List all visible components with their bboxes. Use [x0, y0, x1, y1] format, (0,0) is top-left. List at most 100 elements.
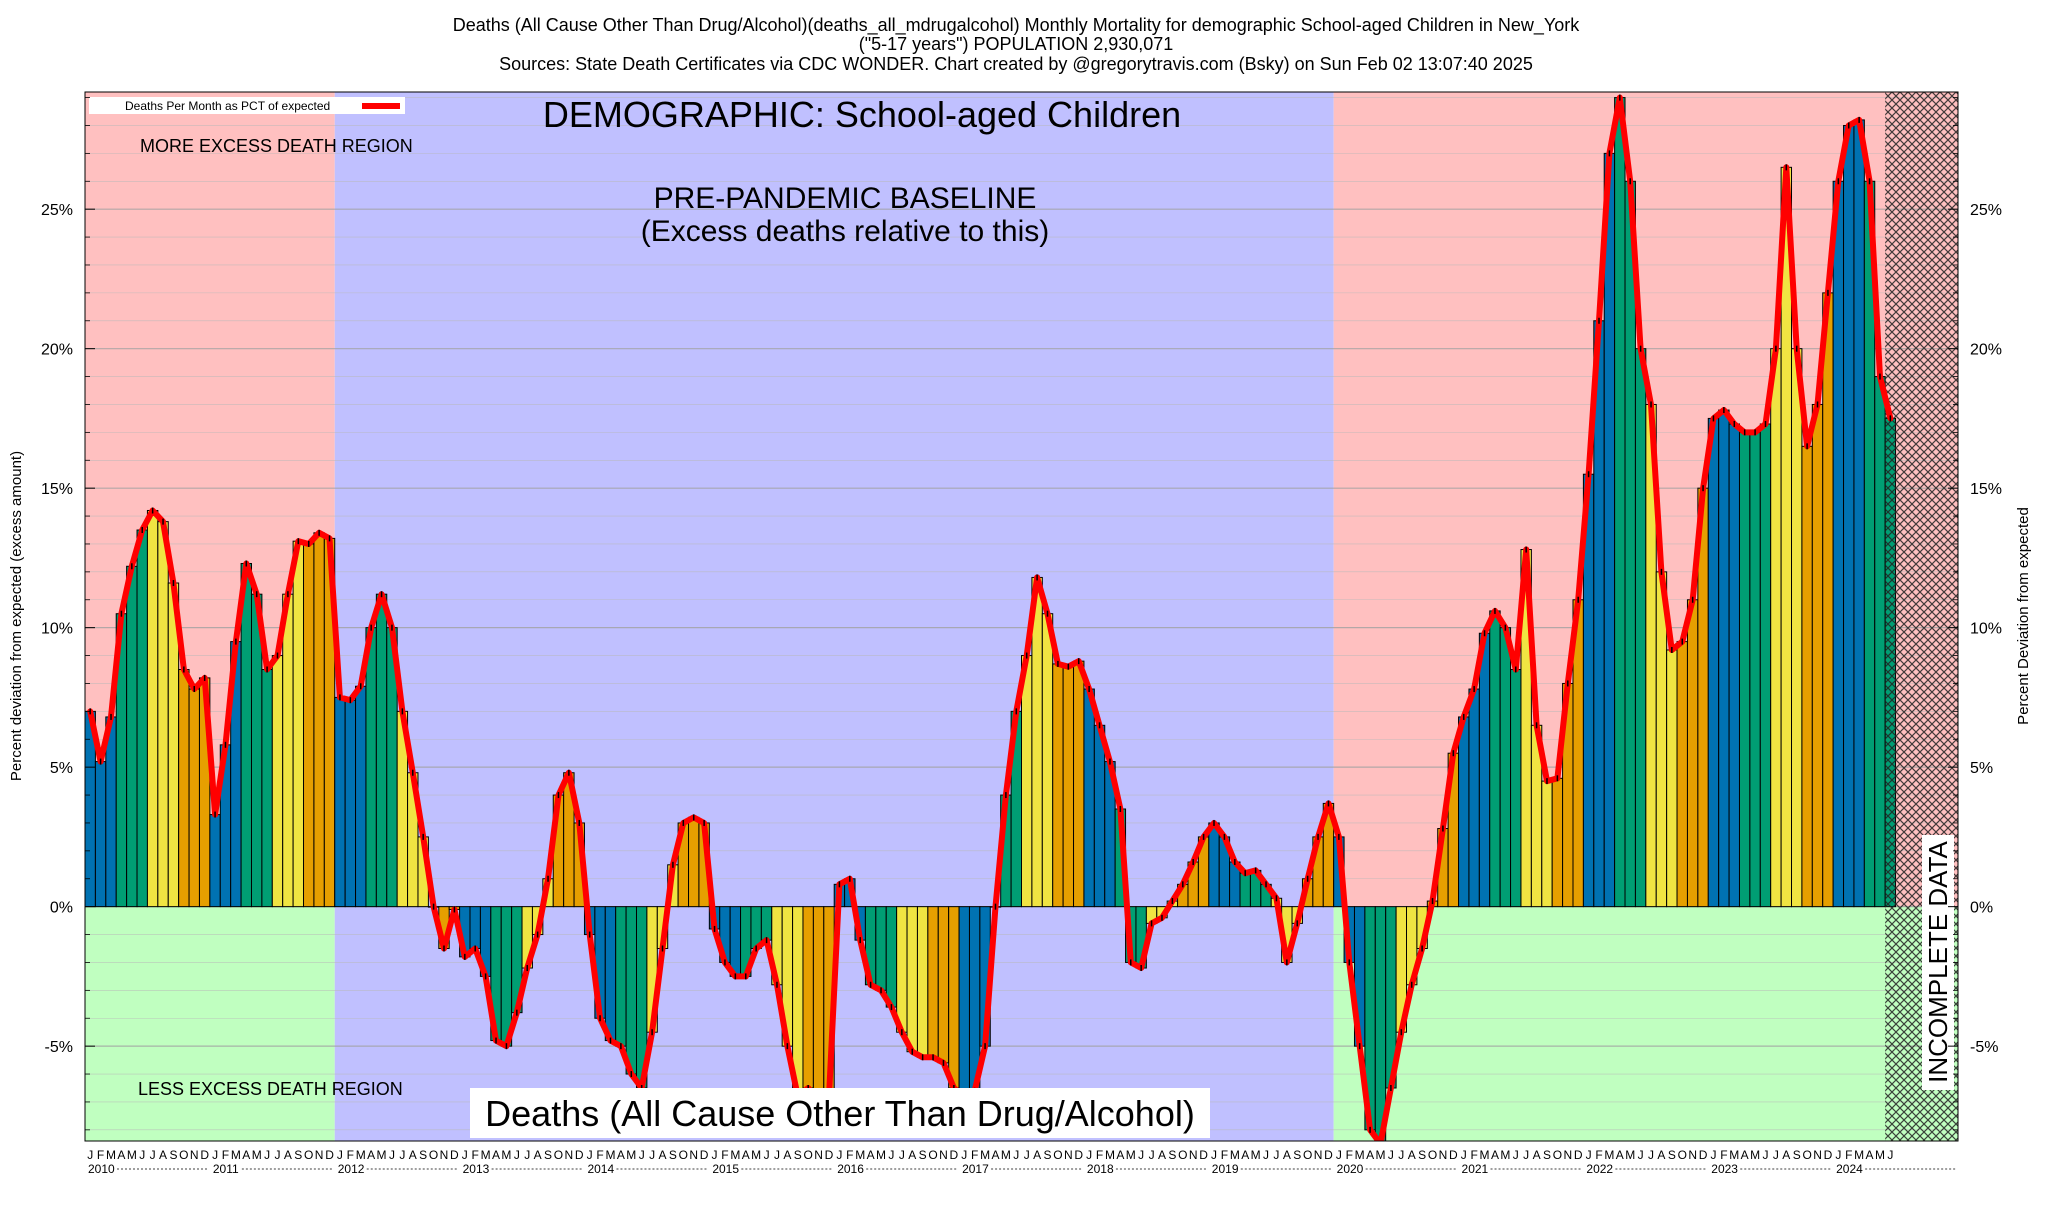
x-month-label: J	[275, 1148, 281, 1162]
x-month-label: S	[919, 1148, 927, 1162]
bar-month	[1832, 180, 1845, 908]
x-month-label: S	[1418, 1148, 1426, 1162]
x-month-label: N	[1314, 1148, 1323, 1162]
x-month-label: N	[814, 1148, 823, 1162]
y-tick-label-left: -5%	[45, 1039, 73, 1056]
x-month-label: J	[1273, 1148, 1279, 1162]
x-month-label: D	[1699, 1148, 1708, 1162]
x-month-label: N	[190, 1148, 199, 1162]
bar-month	[355, 685, 367, 908]
bar-month	[292, 540, 305, 908]
x-month-label: J	[1523, 1148, 1529, 1162]
x-month-label: S	[794, 1148, 802, 1162]
x-month-label: M	[855, 1148, 865, 1162]
bar-month	[1468, 688, 1480, 908]
bar-month	[1603, 152, 1616, 908]
y-tick-label-right: 0%	[1970, 900, 1993, 917]
y-tick-label-left: 25%	[41, 202, 73, 219]
bar-month	[1208, 822, 1220, 908]
x-month-label: J	[1773, 1148, 1779, 1162]
bar-month	[885, 906, 898, 1008]
x-month-label: S	[1168, 1148, 1176, 1162]
x-month-label: J	[961, 1148, 967, 1162]
x-month-label: A	[742, 1148, 750, 1162]
x-year-label: 2023	[1711, 1162, 1738, 1176]
baseline-sublabel: (Excess deaths relative to this)	[641, 215, 1050, 248]
x-month-label: J	[1138, 1148, 1144, 1162]
bar-month	[1686, 599, 1699, 908]
x-month-label: D	[950, 1148, 959, 1162]
x-month-label: J	[87, 1148, 93, 1162]
x-month-label: M	[127, 1148, 137, 1162]
bar-month	[802, 906, 814, 1089]
x-month-label: M	[1500, 1148, 1510, 1162]
plot-frame	[84, 91, 1959, 1142]
bar-month	[469, 906, 481, 949]
bar-month	[1458, 716, 1470, 908]
x-year-label: 2024	[1836, 1162, 1863, 1176]
x-month-label: M	[1625, 1148, 1635, 1162]
x-month-label: J	[1398, 1148, 1404, 1162]
x-month-label: M	[626, 1148, 636, 1162]
x-year-label: 2018	[1087, 1162, 1114, 1176]
x-month-label: J	[399, 1148, 405, 1162]
x-month-label: J	[1710, 1148, 1716, 1162]
x-month-label: N	[1688, 1148, 1697, 1162]
x-month-label: J	[212, 1148, 218, 1162]
excess-deaths-line	[87, 94, 1894, 1141]
x-month-label: A	[867, 1148, 875, 1162]
bar-month	[1791, 348, 1803, 908]
y-tick-label-right: 10%	[1970, 621, 2002, 638]
chart-title-line2: ("5-17 years") POPULATION 2,930,071	[859, 34, 1174, 54]
legend-box	[89, 97, 405, 114]
x-month-label: M	[876, 1148, 886, 1162]
bar-month	[1822, 292, 1834, 908]
x-month-label: N	[1189, 1148, 1198, 1162]
incomplete-label-box	[1922, 835, 1954, 1090]
x-month-label: J	[462, 1148, 468, 1162]
bar-month	[261, 669, 273, 908]
x-month-label: A	[908, 1148, 916, 1162]
x-month-label: N	[565, 1148, 574, 1162]
x-month-label: D	[1574, 1148, 1583, 1162]
bar-month	[1499, 627, 1512, 908]
y-axis-left-title: Percent deviation from expected (excess …	[8, 451, 25, 781]
axes: -5% -5%0% 0%5% 5%10% 10%15% 15%20% 20%25% 25%J F…	[41, 91, 2002, 1176]
x-month-label: F	[1346, 1148, 1353, 1162]
bar-month	[1874, 376, 1886, 908]
x-month-label: M	[356, 1148, 366, 1162]
bar-month	[1676, 641, 1688, 908]
x-year-label: 2022	[1586, 1162, 1613, 1176]
x-month-label: S	[169, 1148, 177, 1162]
bar-month	[937, 906, 950, 1064]
bar-month	[1510, 669, 1522, 908]
x-month-label: N	[1064, 1148, 1073, 1162]
x-month-label: M	[252, 1148, 262, 1162]
bar-month	[334, 696, 346, 908]
x-month-label: F	[1221, 1148, 1228, 1162]
x-month-label: M	[1251, 1148, 1261, 1162]
bar-month	[688, 816, 700, 908]
bar-month	[1551, 777, 1564, 908]
x-month-label: A	[1366, 1148, 1374, 1162]
x-month-label: M	[1750, 1148, 1760, 1162]
y-tick-label-right: 25%	[1970, 202, 2002, 219]
x-month-label: J	[264, 1148, 270, 1162]
bar-month	[126, 565, 138, 908]
x-month-label: J	[1336, 1148, 1342, 1162]
x-month-label: D	[200, 1148, 209, 1162]
x-month-label: N	[689, 1148, 698, 1162]
x-month-label: O	[1678, 1148, 1687, 1162]
bar-month	[760, 906, 773, 941]
x-month-label: J	[1086, 1148, 1092, 1162]
x-month-label: M	[377, 1148, 387, 1162]
bar-month	[916, 906, 929, 1058]
x-month-label: J	[1263, 1148, 1269, 1162]
x-month-label: F	[971, 1148, 978, 1162]
x-month-label: J	[524, 1148, 530, 1162]
x-month-label: O	[928, 1148, 937, 1162]
bar-month	[1478, 632, 1491, 908]
x-month-label: O	[1428, 1148, 1437, 1162]
x-month-label: D	[1074, 1148, 1083, 1162]
x-year-label: 2010	[88, 1162, 115, 1176]
